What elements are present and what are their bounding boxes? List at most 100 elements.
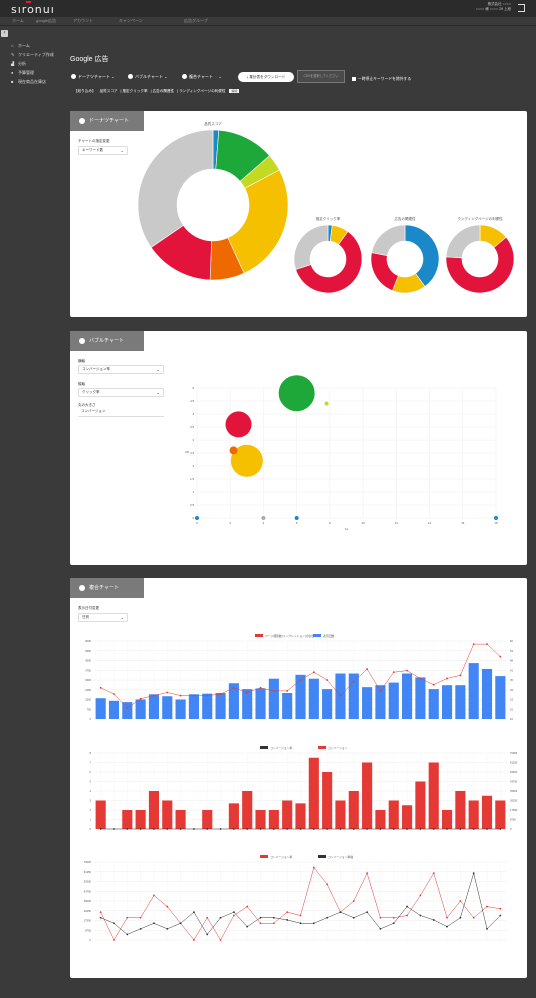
select-value: 日別: [82, 615, 89, 619]
y-axis-title: CR: [185, 450, 189, 454]
card-header: 複合チャート: [70, 578, 144, 598]
line-point: [286, 919, 289, 921]
y-tick-label: 2.5: [190, 451, 194, 455]
chart-title: ランディングページの利便性: [457, 216, 503, 221]
card-header: ドーナツチャート: [70, 111, 144, 131]
bar: [282, 693, 293, 719]
line-point: [326, 679, 329, 681]
size-select[interactable]: コンバージョン: [78, 408, 164, 417]
legend-swatch: [260, 855, 268, 858]
chart-type-select[interactable]: キーワード数 ⌄: [78, 146, 128, 155]
line-point: [126, 707, 129, 709]
line-point: [166, 905, 169, 908]
clear-filter-button[interactable]: 解除: [229, 89, 240, 93]
line-point: [113, 828, 115, 830]
donut-chart-card: ドーナツチャート チャートの指定変更 キーワード数 ⌄ 品質スコア 推定クリック率 広…: [70, 111, 527, 317]
line-point: [206, 916, 209, 919]
line-point: [126, 916, 129, 919]
y2-tick-label: 35000: [510, 789, 518, 793]
exclude-paused-checkbox[interactable]: 一時停止キーワードを除外する: [352, 77, 411, 82]
bubble-point: [324, 401, 329, 406]
sidebar: ⌂ ホーム ✎ クリエーティブ作成 ▟ 分析 ● 予算管理 ■ 現在商品在庫店: [0, 42, 62, 87]
nav-item[interactable]: ホーム: [12, 18, 24, 23]
combo-chart-toggle[interactable]: 複合チャート ⌄: [182, 74, 222, 80]
sidebar-item-budget[interactable]: ● 予算管理: [0, 69, 62, 77]
line-point: [459, 916, 462, 919]
nav-item[interactable]: アカウント: [73, 18, 93, 23]
legend-label: コンバージョン率: [270, 746, 293, 750]
bar: [175, 810, 186, 829]
y2-tick-label: 17500: [510, 808, 518, 812]
line-point: [272, 828, 275, 830]
line-point: [459, 828, 462, 830]
legend-label: 表示回数: [323, 634, 334, 638]
select-value: コンバージョン: [81, 409, 106, 413]
line-point: [179, 922, 182, 925]
y-tick-label: 1: [192, 490, 194, 494]
bubble-chart-toggle[interactable]: バブルチャート ⌄: [128, 74, 167, 80]
line-point: [419, 828, 422, 830]
filter-item[interactable]: 推定クリック率: [122, 89, 148, 93]
bar: [255, 810, 266, 829]
bar: [202, 810, 213, 829]
logout-icon[interactable]: [518, 4, 525, 12]
checkbox-label: 一時停止キーワードを除外する: [358, 77, 412, 81]
chart-title: 品質スコア: [204, 121, 222, 126]
bar: [322, 689, 333, 719]
line-point: [139, 697, 142, 700]
sidebar-item-analysis[interactable]: ▟ 分析: [0, 60, 62, 68]
app-logo[interactable]: sıronuı: [11, 3, 55, 16]
bar: [135, 699, 146, 719]
y2-tick-label: 41: [510, 668, 513, 672]
sidebar-item-creative[interactable]: ✎ クリエーティブ作成: [0, 51, 62, 59]
bar: [481, 668, 493, 719]
line-point: [392, 828, 395, 830]
line-point: [299, 914, 302, 917]
line-point: [126, 933, 129, 936]
line-point: [259, 686, 262, 689]
line-point: [259, 828, 262, 830]
line-point: [339, 911, 342, 914]
x-tick-label: 12: [395, 521, 399, 525]
bar: [295, 803, 306, 829]
x-axis-label: 横軸: [78, 359, 85, 363]
sidebar-item-home[interactable]: ⌂ ホーム: [0, 42, 62, 50]
filter-item[interactable]: 広告の関連性: [152, 89, 175, 93]
line-point: [459, 900, 462, 902]
line-point: [432, 828, 435, 830]
line-point: [312, 922, 315, 925]
filter-item[interactable]: 品質スコア: [99, 89, 118, 93]
nav-item[interactable]: google広告: [36, 18, 57, 23]
logo-accent: [26, 1, 31, 3]
line-point: [272, 922, 275, 925]
y-axis-select[interactable]: クリック率 ⌄: [78, 388, 164, 397]
bar: [135, 810, 146, 829]
x-axis-select[interactable]: コンバージョン率 ⌄: [78, 365, 164, 374]
bubble-point: [278, 375, 315, 412]
collapse-sidebar-button[interactable]: ‹: [1, 30, 8, 37]
csv-select-button[interactable]: CSVを選択してください: [297, 70, 345, 83]
donut-chart-toggle[interactable]: ドーナツチャート ⌄: [71, 74, 114, 80]
nav-item[interactable]: 広告グループ: [184, 18, 208, 23]
sidebar-item-label: 予算管理: [18, 70, 34, 75]
line-point: [499, 907, 502, 910]
donut-icon: [71, 74, 76, 80]
bubble-point: [294, 516, 299, 520]
filter-item[interactable]: ランディングページの利便性: [179, 89, 226, 93]
pen-icon: ✎: [11, 52, 15, 57]
bar: [122, 810, 133, 829]
sidebar-item-inventory[interactable]: ■ 現在商品在庫店: [0, 78, 62, 86]
line-point: [232, 686, 235, 689]
checkbox-box[interactable]: [352, 77, 356, 81]
period-select[interactable]: 日別 ⌄: [78, 613, 128, 622]
line-point: [339, 828, 342, 830]
line-point: [432, 919, 435, 921]
nav-item[interactable]: キャンペーン: [119, 18, 143, 23]
top-bar: sıronuı 株式会社 ○○○○ ○○○○ 様 ○○○○ 29 上段: [0, 0, 536, 17]
bar: [268, 678, 279, 719]
bar: [282, 800, 293, 829]
chevron-down-icon: ⌄: [156, 390, 160, 395]
bar: [495, 800, 506, 829]
download-button[interactable]: ⤓ 集計表をダウンロード: [238, 72, 294, 82]
toolbar-label: バブルチャート: [135, 74, 163, 79]
